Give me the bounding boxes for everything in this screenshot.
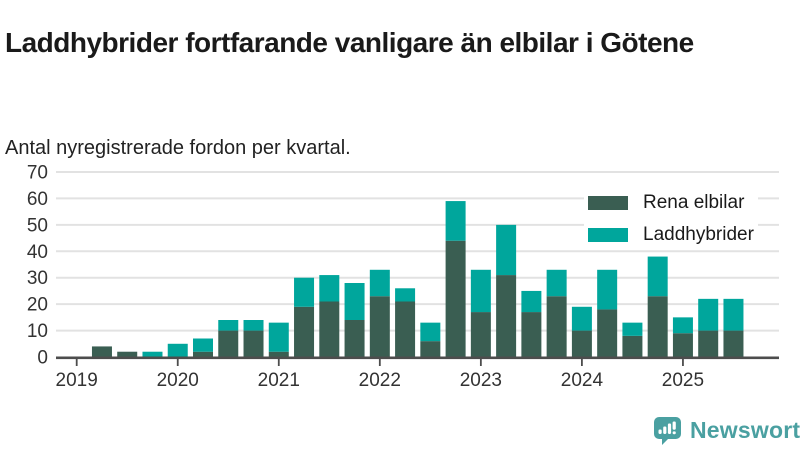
- bar-laddhybrider: [672, 317, 693, 334]
- bar-rena-elbilar: [647, 296, 668, 357]
- legend-item-rena-elbilar: Rena elbilar: [588, 192, 754, 214]
- bar-rena-elbilar: [496, 275, 517, 357]
- bar-laddhybrider: [420, 322, 441, 342]
- bar-rena-elbilar: [571, 330, 592, 357]
- x-tick-mark: [682, 359, 684, 366]
- bar-rena-elbilar: [91, 346, 112, 357]
- legend-label-rena-elbilar: Rena elbilar: [643, 192, 745, 213]
- page-title: Laddhybrider fortfarande vanligare än el…: [5, 26, 694, 58]
- bar-rena-elbilar: [218, 330, 239, 357]
- bar-laddhybrider: [597, 269, 618, 310]
- newsworthy-badge-icon: [654, 417, 681, 445]
- x-tick-mark: [479, 359, 482, 366]
- legend: Rena elbilar Laddhybrider: [584, 190, 758, 248]
- newsworthy-logo[interactable]: Newsworthy: [652, 415, 800, 446]
- y-tick-label: 10: [27, 321, 48, 342]
- x-axis-line: [56, 356, 779, 360]
- bar-rena-elbilar: [420, 341, 441, 357]
- bar-laddhybrider: [369, 269, 390, 297]
- x-tick-label: 2025: [662, 370, 704, 391]
- bar-rena-elbilar: [243, 330, 264, 357]
- bar-laddhybrider: [395, 288, 416, 302]
- bar-laddhybrider: [218, 320, 239, 331]
- bar-laddhybrider: [319, 275, 340, 302]
- y-tick-label: 30: [27, 268, 48, 289]
- bar-rena-elbilar: [117, 351, 138, 357]
- bar-rena-elbilar: [672, 333, 693, 357]
- bar-rena-elbilar: [344, 320, 365, 357]
- bar-laddhybrider: [698, 298, 719, 331]
- bar-laddhybrider: [723, 298, 744, 331]
- bar-rena-elbilar: [319, 301, 340, 357]
- bar-rena-elbilar: [698, 330, 719, 357]
- bar-rena-elbilar: [546, 296, 567, 357]
- bar-rena-elbilar: [268, 351, 289, 357]
- bar-laddhybrider: [268, 322, 289, 352]
- bar-laddhybrider: [243, 320, 264, 331]
- bar-laddhybrider: [344, 283, 365, 320]
- y-tick-label: 50: [27, 215, 48, 236]
- brand-name: Newsworthy: [690, 417, 800, 443]
- bar-laddhybrider: [193, 338, 213, 352]
- y-tick-label: 40: [27, 242, 48, 263]
- bar-laddhybrider: [622, 322, 643, 336]
- legend-swatch-rena-elbilar: [588, 196, 628, 210]
- bar-laddhybrider: [445, 201, 466, 241]
- y-tick-label: 20: [27, 295, 48, 316]
- bar-laddhybrider: [571, 306, 592, 331]
- bar-chart-icon: [658, 421, 676, 435]
- y-tick-label: 70: [27, 163, 48, 184]
- x-tick-mark: [75, 359, 78, 366]
- bar-rena-elbilar: [521, 312, 542, 357]
- legend-item-laddhybrider: Laddhybrider: [588, 224, 754, 246]
- bar-rena-elbilar: [622, 335, 643, 357]
- bar-laddhybrider: [546, 269, 567, 297]
- bar-rena-elbilar: [445, 240, 466, 357]
- y-tick-label: 60: [27, 189, 48, 210]
- x-tick-label: 2021: [258, 370, 300, 391]
- x-tick-mark: [277, 359, 280, 366]
- x-tick-label: 2022: [359, 370, 401, 391]
- y-tick-label: 0: [37, 348, 48, 369]
- x-tick-label: 2023: [460, 370, 502, 391]
- bar-laddhybrider: [142, 351, 163, 357]
- x-tick-label: 2019: [56, 370, 98, 391]
- bar-rena-elbilar: [193, 351, 213, 357]
- legend-label-laddhybrider: Laddhybrider: [643, 224, 754, 245]
- bar-rena-elbilar: [470, 312, 491, 357]
- bar-laddhybrider: [647, 256, 668, 297]
- bar-laddhybrider: [167, 343, 188, 357]
- bar-laddhybrider: [496, 224, 517, 276]
- bar-laddhybrider: [521, 290, 542, 313]
- bar-laddhybrider: [470, 269, 491, 313]
- bar-rena-elbilar: [597, 309, 618, 357]
- x-tick-mark: [581, 359, 583, 366]
- x-tick-label: 2020: [157, 370, 199, 391]
- bar-laddhybrider: [294, 277, 315, 307]
- bar-rena-elbilar: [369, 296, 390, 357]
- chart-subtitle: Antal nyregistrerade fordon per kvartal.: [5, 137, 351, 159]
- bar-rena-elbilar: [723, 330, 744, 357]
- bar-rena-elbilar: [294, 306, 315, 357]
- x-tick-mark: [176, 359, 179, 366]
- x-tick-mark: [378, 359, 381, 366]
- x-tick-label: 2024: [561, 370, 604, 391]
- legend-swatch-laddhybrider: [588, 228, 628, 242]
- bar-rena-elbilar: [395, 301, 416, 357]
